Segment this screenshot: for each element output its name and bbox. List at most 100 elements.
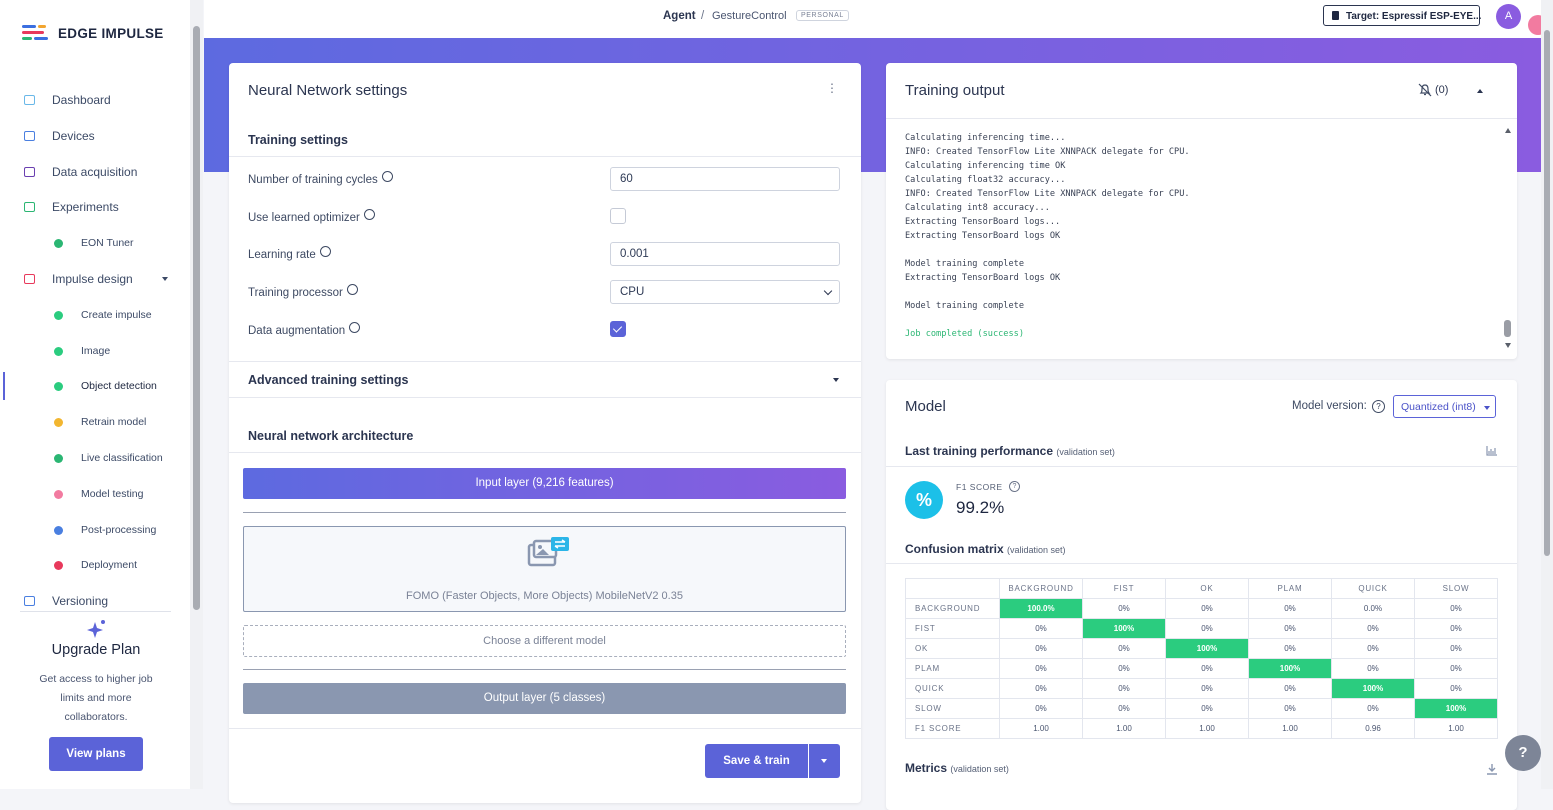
chart-icon[interactable] [1486, 446, 1498, 456]
field-label-text: Data augmentation [248, 324, 346, 337]
sidebar-scrollbar[interactable] [190, 0, 203, 789]
nav-subitem[interactable]: Post-processing [81, 523, 157, 536]
section-title: Metrics (validation set) [905, 761, 1009, 775]
f1-value: 99.2% [956, 498, 1005, 517]
check-mark [612, 323, 623, 333]
help-icon [349, 321, 361, 333]
matrix-cell: 0% [999, 618, 1083, 639]
section-title-text: Last training performance [905, 444, 1054, 458]
version-select[interactable]: Quantized (int8) [1393, 395, 1496, 418]
target-button[interactable]: Target: Espressif ESP-EYE... [1323, 5, 1481, 26]
nav-subitem[interactable]: Create impulse [81, 308, 152, 321]
text-input[interactable]: 0.001 [610, 242, 840, 267]
row-header: PLAM [905, 658, 1000, 679]
input-layer: Input layer (9,216 features) [243, 468, 846, 499]
matrix-cell: 0% [1414, 678, 1498, 699]
column-header: OK [1165, 578, 1249, 599]
f1-label: F1 SCORE [956, 482, 1003, 492]
nav-item[interactable]: Impulse design [52, 272, 133, 286]
page-scrollbar[interactable] [1541, 0, 1553, 789]
divider [20, 611, 171, 612]
matrix-cell: 0% [1414, 658, 1498, 679]
matrix-cell: 100% [1414, 698, 1498, 719]
log-line: Model training complete [905, 259, 1024, 269]
nav-item[interactable]: Experiments [52, 200, 119, 215]
nav-item[interactable]: Data acquisition [52, 164, 138, 179]
matrix-cell: 100.0% [999, 598, 1083, 619]
matrix-cell: 0% [1414, 598, 1498, 619]
matrix-cell: 0% [1165, 618, 1249, 639]
divider [886, 563, 1517, 564]
text-input[interactable]: 60 [610, 167, 840, 191]
save-train-button[interactable]: Save & train [705, 744, 808, 778]
nav-subitem[interactable]: Image [81, 344, 111, 357]
breadcrumb-agent[interactable]: Agent [663, 10, 696, 22]
caret [162, 277, 168, 281]
nav-icon [24, 274, 35, 284]
sidebar: EDGE IMPULSE Dashboard Devices Data acquis… [0, 0, 190, 789]
chip-icon [1332, 11, 1339, 20]
matrix-cell: 0% [999, 678, 1083, 699]
kebab-menu[interactable]: ⋮ [826, 81, 838, 95]
matrix-cell: 0% [1082, 658, 1166, 679]
subset: (validation set) [1007, 545, 1066, 555]
log-line: Calculating int8 accuracy... [905, 203, 1050, 213]
matrix-row: FIST 0% 100% 0% 0% 0% 0% [905, 618, 1498, 639]
scroll-thumb[interactable] [1544, 30, 1550, 556]
divider [886, 466, 1517, 467]
nav-subitem[interactable]: Object detection [81, 380, 157, 393]
nav-subitem[interactable]: Deployment [81, 559, 138, 572]
matrix-cell: 0% [1165, 598, 1249, 619]
nav-icon [54, 454, 63, 463]
brand: EDGE IMPULSE [58, 26, 164, 41]
caret [821, 759, 827, 763]
nav-item[interactable]: Versioning [52, 594, 109, 609]
avatar[interactable]: A [1496, 4, 1521, 29]
matrix-cell: 0% [1165, 698, 1249, 719]
matrix-cell: 100% [1165, 638, 1249, 659]
help-icon[interactable]: ? [1009, 481, 1020, 492]
checkbox[interactable] [610, 320, 626, 337]
upgrade-text: Get access to higher job limits and more… [39, 673, 153, 723]
log-line: Calculating float32 accuracy... [905, 175, 1066, 185]
row-header: SLOW [905, 698, 1000, 719]
nav-item[interactable]: Dashboard [52, 93, 111, 107]
section-title: Neural network architecture [248, 429, 414, 443]
version-label: Model version: [1292, 400, 1367, 412]
corner-cell [905, 578, 1000, 599]
field-label: Learning rate [248, 246, 331, 261]
nav-icon [24, 596, 35, 607]
help-button[interactable]: ? [1505, 735, 1541, 771]
matrix-cell: 0.96 [1331, 718, 1415, 739]
log-line: Model training complete [905, 301, 1024, 311]
nav-subitem[interactable]: EON Tuner [81, 237, 134, 250]
column-header: BACKGROUND [999, 578, 1083, 599]
nav-subitem[interactable]: Live classification [81, 452, 163, 464]
bell-off-icon[interactable] [1418, 83, 1432, 97]
help-icon[interactable]: ? [1372, 400, 1385, 413]
log-scroll-thumb[interactable] [1504, 320, 1511, 337]
divider [229, 728, 861, 729]
collapse-caret[interactable] [1477, 89, 1483, 93]
nav-subitem[interactable]: Model testing [81, 487, 144, 500]
header-row: BACKGROUND FIST OK PLAM QUICK SLOW [905, 578, 1498, 599]
log-line: INFO: Created TensorFlow Lite XNNPACK de… [905, 189, 1190, 199]
checkbox[interactable] [610, 207, 626, 224]
advanced-toggle[interactable]: Advanced training settings [248, 373, 409, 387]
save-dropdown[interactable] [809, 744, 840, 778]
choose-model-button[interactable]: Choose a different model [243, 625, 846, 657]
select[interactable]: CPU [610, 280, 840, 305]
download-icon[interactable] [1486, 763, 1498, 775]
section-title: Last training performance (validation se… [905, 444, 1115, 458]
nav-subitem[interactable]: Retrain model [81, 416, 147, 429]
view-plans-button[interactable]: View plans [49, 737, 143, 771]
breadcrumb-project[interactable]: GestureControl [712, 10, 787, 22]
matrix-cell: 1.00 [999, 718, 1083, 739]
matrix-cell: 1.00 [1248, 718, 1332, 739]
matrix-row: BACKGROUND 100.0% 0% 0% 0% 0.0% 0% [905, 598, 1498, 619]
nav-item[interactable]: Devices [52, 128, 95, 143]
row-header: BACKGROUND [905, 598, 1000, 619]
scroll-thumb[interactable] [193, 26, 200, 610]
model-name: FOMO (Faster Objects, More Objects) Mobi… [406, 590, 683, 602]
